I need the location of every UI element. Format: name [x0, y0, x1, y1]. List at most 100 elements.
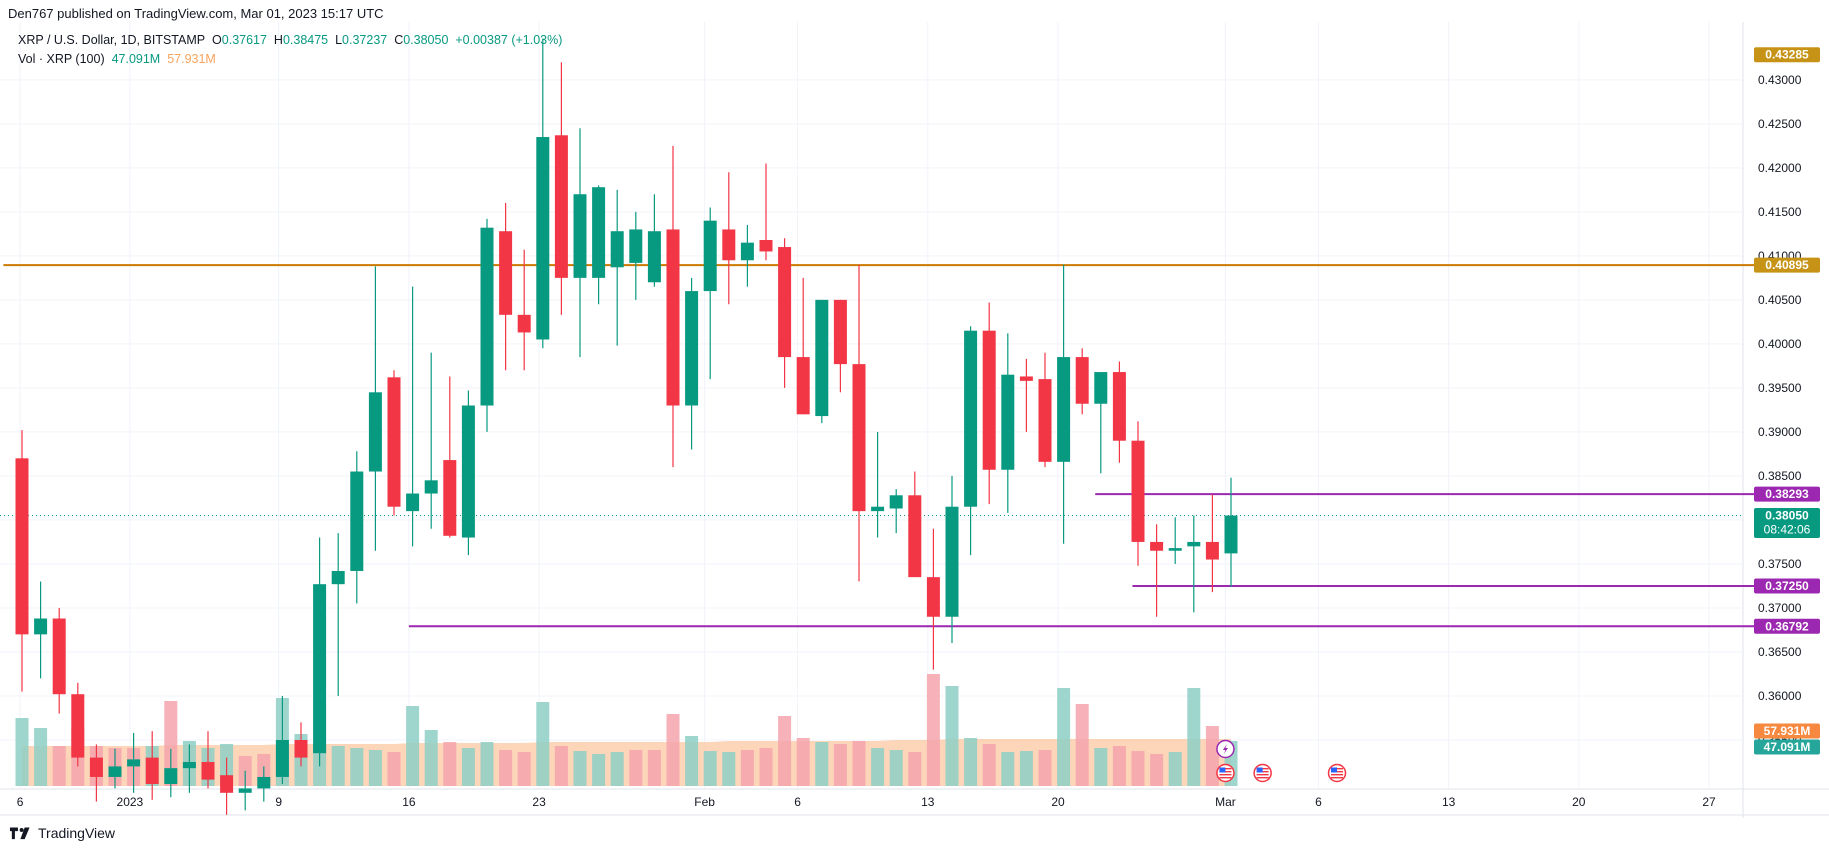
y-tick-label: 0.40500	[1758, 293, 1802, 307]
price-label-bg	[1754, 257, 1820, 273]
volume-bar	[164, 701, 178, 786]
volume-bar	[443, 742, 457, 786]
candle-body	[331, 570, 345, 585]
candle	[1094, 372, 1108, 474]
x-tick-label: 2023	[117, 795, 144, 809]
candle-body	[517, 314, 531, 333]
volume-bar	[480, 742, 494, 786]
horizontal-levels	[0, 264, 1782, 628]
y-tick-label: 0.39000	[1758, 425, 1802, 439]
price-label-text: 0.38293	[1765, 487, 1809, 501]
time-axis[interactable]: 6 2023 9 16 23 Feb 6 13 20 Mar 6 13 20 27	[17, 795, 1716, 809]
event-markers	[1216, 739, 1347, 783]
volume-bar	[387, 752, 401, 786]
candle	[15, 430, 29, 692]
volume-bar	[703, 751, 717, 786]
volume-bar	[350, 748, 364, 786]
price-label-purple: 0.37250	[1754, 578, 1820, 594]
volume-bar	[815, 742, 829, 786]
volume-bar	[852, 741, 866, 786]
x-tick-label: 20	[1051, 795, 1065, 809]
tradingview-logo-icon	[10, 827, 30, 840]
flash-icon-bolt	[1222, 744, 1228, 754]
close-value: 0.38050	[403, 33, 449, 47]
candle-body	[833, 299, 847, 365]
us-flag-stripe	[1256, 774, 1269, 776]
candle	[536, 38, 550, 349]
candle-body	[629, 229, 643, 263]
x-tick-label: Feb	[694, 795, 715, 809]
price-chart[interactable]: 0.430000.425000.420000.415000.410000.405…	[0, 22, 1829, 818]
candle-body	[145, 757, 159, 784]
candle	[499, 203, 513, 371]
volume-title[interactable]: Vol · XRP (100)	[18, 52, 105, 66]
tradingview-footer[interactable]: TradingView	[10, 822, 115, 844]
volume-bar	[1094, 748, 1108, 786]
volume-bar	[1205, 726, 1219, 786]
candle-body	[71, 694, 85, 758]
candle	[71, 682, 85, 767]
candle-body	[610, 231, 624, 268]
volume-bar	[331, 746, 345, 786]
y-tick-label: 0.39500	[1758, 381, 1802, 395]
us-flag-canton	[1331, 767, 1338, 773]
candle	[480, 218, 494, 432]
candle-body	[368, 392, 382, 472]
us-flag-stripe	[1219, 774, 1232, 776]
us-flag-ring	[1253, 763, 1272, 783]
published-text: Den767 published on TradingView.com, Mar…	[8, 6, 384, 21]
low-value: 0.37237	[342, 33, 388, 47]
candle	[238, 770, 252, 811]
volume-bar	[1075, 704, 1089, 786]
candle	[294, 722, 308, 767]
volume-label-bg	[1754, 723, 1820, 739]
candle	[610, 189, 624, 346]
us-flag-icon[interactable]	[1327, 763, 1347, 783]
candle	[164, 748, 178, 798]
candle	[52, 607, 66, 714]
candle	[926, 528, 940, 670]
candle-body	[108, 766, 122, 777]
candle-body	[1205, 541, 1219, 560]
candle-body	[499, 231, 513, 315]
open-value: 0.37617	[221, 33, 267, 47]
candle-body	[424, 480, 438, 494]
candle	[703, 207, 717, 380]
candle-body	[871, 506, 885, 512]
price-label-text: 0.40895	[1765, 258, 1809, 272]
us-flag-icon[interactable]	[1216, 763, 1235, 783]
volume-bar	[629, 750, 643, 786]
us-flag-stripe	[1256, 777, 1269, 779]
candle-body	[406, 493, 420, 512]
symbol-title[interactable]: XRP / U.S. Dollar, 1D, BITSTAMP	[18, 33, 206, 47]
price-label-bg	[1754, 486, 1820, 502]
candle	[759, 163, 773, 261]
candle	[257, 766, 271, 802]
candle-body	[15, 458, 29, 635]
candle-body	[1150, 541, 1164, 551]
volume-ma-value: 57.931M	[167, 52, 216, 66]
price-axis[interactable]: 0.430000.425000.420000.415000.410000.405…	[1754, 47, 1820, 755]
candle-body	[34, 618, 48, 635]
tradingview-brand: TradingView	[38, 825, 116, 841]
x-tick-label: 6	[17, 795, 24, 809]
volume-label-bg	[1754, 739, 1820, 755]
us-flag-icon[interactable]	[1253, 763, 1272, 783]
x-tick-label: 13	[1442, 795, 1456, 809]
candle-body	[294, 739, 308, 758]
candle-body	[647, 231, 661, 283]
candle	[852, 264, 866, 582]
volume-label-text: 47.091M	[1764, 740, 1811, 754]
volume-bar	[406, 706, 420, 786]
candle	[517, 249, 531, 371]
candle-body	[89, 757, 103, 777]
flash-icon[interactable]	[1216, 739, 1235, 759]
candle-body	[182, 761, 196, 769]
candle	[182, 744, 196, 793]
candle	[331, 533, 345, 696]
candle	[666, 145, 680, 468]
y-tick-label: 0.37500	[1758, 557, 1802, 571]
price-label-text: 0.43285	[1765, 48, 1809, 62]
grid	[0, 22, 1829, 818]
price-label-text: 0.36792	[1765, 619, 1809, 633]
